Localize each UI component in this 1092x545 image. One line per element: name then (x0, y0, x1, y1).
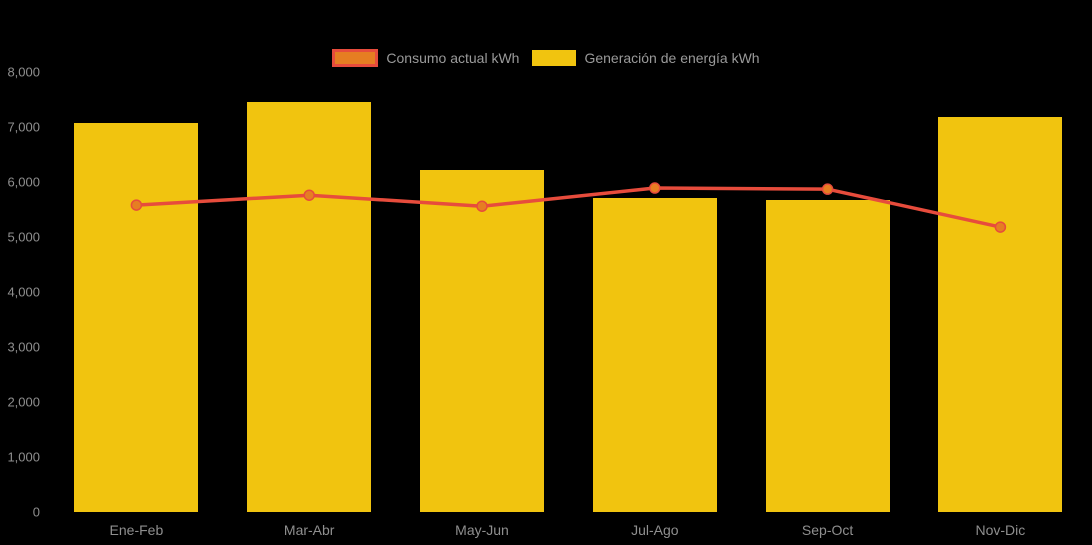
x-axis-category-label: Sep-Oct (801, 522, 854, 538)
bar-Mar-Abr (247, 102, 372, 512)
legend-item-line[interactable]: Consumo actual kWh (332, 49, 519, 67)
bar-Jul-Ago (592, 197, 717, 512)
line-marker-Sep-Oct (821, 183, 834, 195)
legend-swatch-bar-icon (532, 50, 577, 66)
y-axis-tick-label: 8,000 (7, 64, 40, 80)
line-marker-Jul-Ago (649, 182, 661, 194)
x-axis-category-label: Ene-Feb (109, 522, 164, 538)
x-axis-category-label: Mar-Abr (283, 522, 335, 538)
y-axis-tick-label: 1,000 (7, 449, 40, 465)
bar-May-Jun (420, 169, 544, 512)
legend-label: Generación de energía kWh (584, 50, 760, 66)
y-axis-tick-label: 4,000 (7, 284, 40, 300)
bar-Sep-Oct (765, 200, 890, 512)
y-axis-tick-label: 3,000 (7, 339, 40, 355)
y-axis-tick-label: 2,000 (7, 394, 40, 410)
legend-label: Consumo actual kWh (386, 50, 520, 66)
y-axis-tick-label: 7,000 (7, 119, 40, 135)
legend-item-bar[interactable]: Generación de energía kWh (532, 50, 760, 66)
x-axis-category-label: Jul-Ago (631, 522, 679, 538)
y-axis-tick-label: 0 (32, 504, 40, 520)
bar-Nov-Dic (938, 117, 1063, 512)
legend-swatch-line-icon (332, 49, 379, 67)
x-axis-category-label: May-Jun (455, 522, 509, 538)
x-axis-category-label: Nov-Dic (975, 522, 1026, 538)
chart-legend: Consumo actual kWh Generación de energía … (0, 45, 1092, 71)
y-axis-tick-label: 5,000 (7, 229, 40, 245)
y-axis-tick-label: 6,000 (7, 174, 40, 190)
bar-Ene-Feb (74, 123, 199, 512)
